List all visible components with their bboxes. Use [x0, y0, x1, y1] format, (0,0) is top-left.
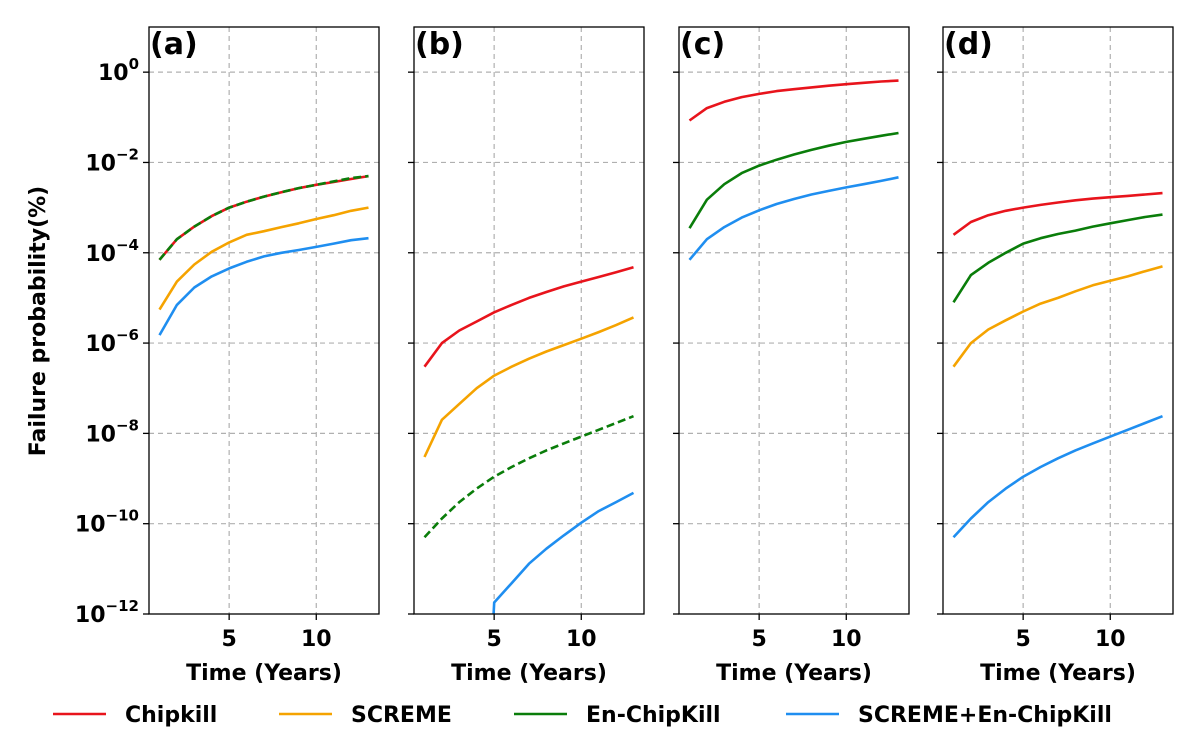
panel-c: 5 10 Time (Years) (c)	[673, 26, 910, 686]
panel-d: 5 10 Time (Years) (d)	[937, 26, 1174, 686]
panel-frame	[148, 26, 380, 615]
x-axis-label: Time (Years)	[980, 661, 1136, 686]
legend-label: SCREME	[351, 703, 452, 728]
series-line-chipkill	[688, 79, 899, 122]
y-tick-label: 100	[98, 55, 139, 86]
x-tick-label: 10	[301, 627, 332, 652]
legend-item-en-chipkill: En-ChipKill	[514, 703, 721, 728]
y-tick-label: 10−2	[85, 145, 139, 176]
x-axis-label: Time (Years)	[186, 661, 342, 686]
series-line-chipkill	[423, 265, 634, 368]
series-line-en-chipkill	[952, 213, 1163, 304]
series-line-chipkill	[952, 191, 1163, 236]
legend-label: Chipkill	[125, 703, 217, 728]
panel-tag: (a)	[150, 27, 198, 62]
panel-frame	[413, 26, 645, 615]
y-tick-label: 10−8	[85, 416, 139, 447]
series-line-en-chipkill	[158, 174, 369, 261]
series-line-screme-en-chipkill	[688, 176, 899, 261]
panel-tag: (d)	[944, 27, 993, 62]
y-tick-label: 10−4	[85, 236, 139, 267]
x-axis-label: Time (Years)	[451, 661, 607, 686]
series-line-screme	[423, 316, 635, 458]
series-line-en-chipkill	[423, 414, 634, 539]
legend-label: En-ChipKill	[586, 703, 721, 728]
series-line-screme-en-chipkill	[158, 236, 369, 336]
x-tick-label: 5	[751, 627, 766, 652]
series-line-screme	[952, 265, 1163, 368]
x-axis-label: Time (Years)	[716, 661, 872, 686]
panel-frame	[678, 26, 910, 615]
legend-item-chipkill: Chipkill	[53, 703, 217, 728]
x-tick-label: 5	[486, 627, 501, 652]
panels: 100 10−2 10−4 10−6 10−8 10−10 10−12 5 10 Time (Ye…	[75, 26, 1174, 686]
series-line-chipkill	[158, 174, 369, 261]
x-tick-label: 10	[566, 627, 597, 652]
panel-tag: (b)	[415, 27, 464, 62]
y-tick-label: 10−6	[85, 326, 139, 357]
legend: Chipkill SCREME En-ChipKill SCREME+En-ChipK…	[53, 703, 1112, 728]
legend-label: SCREME+En-ChipKill	[858, 703, 1112, 728]
series-line-screme	[158, 206, 369, 311]
x-tick-label: 10	[831, 627, 862, 652]
x-tick-label: 5	[221, 627, 236, 652]
legend-item-screme-en-chipkill: SCREME+En-ChipKill	[786, 703, 1112, 728]
panel-tag: (c)	[680, 27, 725, 62]
x-tick-label: 5	[1015, 627, 1030, 652]
legend-item-screme: SCREME	[279, 703, 452, 728]
y-tick-label: 10−10	[75, 507, 139, 538]
series-line-en-chipkill	[688, 131, 899, 229]
series-line-screme-en-chipkill	[952, 414, 1163, 539]
panel-frame	[942, 26, 1174, 615]
y-tick-label: 10−12	[75, 597, 139, 628]
y-axis-label: Failure probability(%)	[26, 186, 51, 456]
panel-b: 5 10 Time (Years) (b)	[408, 26, 645, 686]
series-line-screme-en-chipkill	[492, 491, 635, 614]
panel-a: 100 10−2 10−4 10−6 10−8 10−10 10−12 5 10 Time (Ye…	[75, 26, 380, 686]
x-tick-label: 10	[1095, 627, 1126, 652]
